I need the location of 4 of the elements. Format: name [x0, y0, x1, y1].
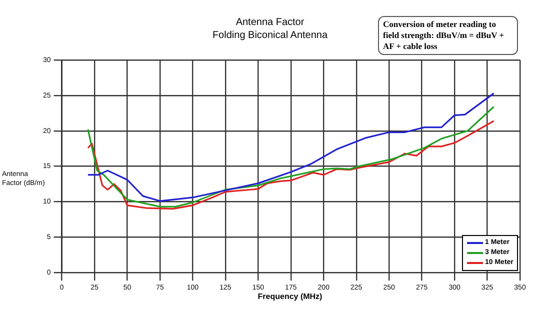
x-axis-title: Frequency (MHz) [256, 292, 324, 301]
text: Conversion of meter reading to field strength: dBuV/m = dBuV + AF + cable loss [378, 16, 518, 55]
chart-subtitle: Folding Biconical Antenna [211, 30, 329, 41]
chart-title: Antenna Factor [234, 17, 306, 28]
